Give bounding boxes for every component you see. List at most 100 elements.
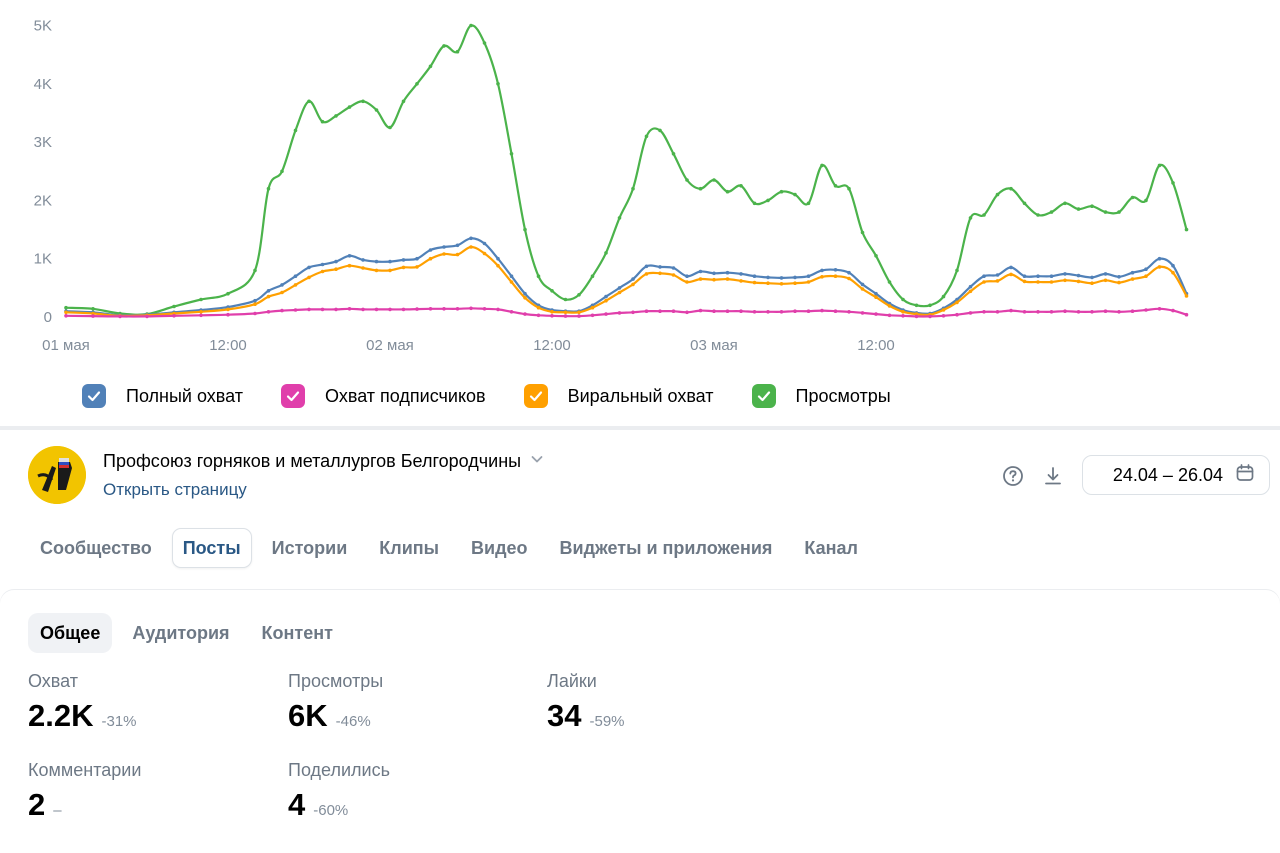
data-point bbox=[901, 297, 905, 302]
tab-clips[interactable]: Клипы bbox=[379, 538, 440, 558]
data-point bbox=[266, 310, 271, 314]
data-point bbox=[347, 307, 352, 311]
legend-item-views[interactable]: Просмотры bbox=[751, 384, 891, 408]
data-point bbox=[1090, 310, 1094, 314]
metric-label: Лайки bbox=[547, 671, 597, 691]
data-point bbox=[1144, 274, 1148, 279]
data-point bbox=[901, 310, 905, 314]
data-point bbox=[590, 274, 595, 279]
data-point bbox=[1090, 204, 1094, 208]
data-point bbox=[442, 245, 446, 249]
legend-label: Охват подписчиков bbox=[325, 385, 486, 406]
subtab-general[interactable]: Общее bbox=[28, 613, 113, 653]
data-point bbox=[995, 192, 1000, 197]
tab-video[interactable]: Видео bbox=[471, 538, 528, 558]
data-point bbox=[820, 275, 824, 279]
data-point bbox=[388, 125, 392, 130]
data-point bbox=[752, 280, 757, 285]
y-tick-label: 3K bbox=[34, 134, 52, 151]
community-name[interactable]: Профсоюз горняков и металлургов Белгород… bbox=[103, 451, 545, 472]
y-tick-label: 5K bbox=[34, 18, 52, 35]
data-point bbox=[1157, 163, 1162, 168]
subtab-audience[interactable]: Аудитория bbox=[132, 623, 230, 643]
y-axis-ticks: 0 1K 2K 3K 4K 5K bbox=[34, 18, 52, 327]
checkbox-icon[interactable] bbox=[751, 384, 776, 408]
data-point bbox=[91, 311, 95, 316]
section-divider bbox=[0, 426, 1280, 430]
data-point bbox=[253, 302, 257, 307]
data-point bbox=[64, 305, 68, 310]
data-point bbox=[523, 291, 527, 296]
subtab-content[interactable]: Контент bbox=[261, 623, 333, 643]
chevron-down-icon[interactable] bbox=[529, 451, 545, 472]
data-point bbox=[604, 312, 608, 316]
data-point bbox=[523, 227, 527, 232]
data-point bbox=[536, 305, 541, 310]
data-point bbox=[617, 311, 622, 315]
tab-community[interactable]: Сообщество bbox=[40, 538, 152, 558]
data-point bbox=[901, 314, 905, 318]
data-point bbox=[266, 186, 271, 191]
open-page-link[interactable]: Открыть страницу bbox=[103, 480, 247, 499]
data-point bbox=[293, 274, 298, 279]
data-point bbox=[199, 297, 203, 302]
data-point bbox=[550, 314, 554, 318]
data-point bbox=[658, 265, 662, 269]
checkbox-icon[interactable] bbox=[281, 384, 306, 408]
data-point bbox=[1171, 308, 1175, 313]
date-range-button[interactable]: 24.04 – 26.04 bbox=[1082, 455, 1270, 495]
x-tick-label: 01 мая bbox=[42, 337, 90, 354]
legend-item-subscribers-reach[interactable]: Охват подписчиков bbox=[281, 384, 486, 408]
data-point bbox=[428, 64, 433, 69]
data-point bbox=[968, 284, 973, 289]
data-point bbox=[145, 314, 149, 319]
data-point bbox=[860, 230, 865, 235]
legend-item-viral-reach[interactable]: Виральный охват bbox=[523, 384, 714, 408]
legend-label: Просмотры bbox=[795, 385, 891, 406]
data-point bbox=[577, 310, 581, 315]
data-point bbox=[347, 105, 352, 109]
data-point bbox=[1184, 227, 1189, 232]
data-point bbox=[334, 259, 338, 264]
data-point bbox=[995, 279, 1000, 283]
data-point bbox=[428, 248, 433, 252]
data-point bbox=[671, 266, 676, 270]
data-point bbox=[361, 307, 365, 312]
tab-stories[interactable]: Истории bbox=[271, 538, 348, 558]
data-point bbox=[968, 289, 973, 294]
data-point bbox=[698, 269, 703, 274]
checkbox-icon[interactable] bbox=[82, 384, 106, 408]
help-icon[interactable] bbox=[1001, 464, 1025, 488]
data-point bbox=[280, 169, 284, 174]
data-point bbox=[266, 289, 271, 293]
data-point bbox=[320, 269, 325, 274]
data-point bbox=[253, 268, 257, 273]
data-point bbox=[833, 184, 838, 188]
data-point bbox=[739, 272, 743, 276]
data-point bbox=[604, 298, 608, 303]
data-point bbox=[374, 268, 379, 273]
data-point bbox=[644, 134, 649, 139]
x-axis-ticks: 01 мая 12:00 02 мая 12:00 03 мая 12:00 bbox=[42, 337, 895, 354]
data-point bbox=[482, 41, 487, 45]
community-avatar[interactable] bbox=[28, 446, 86, 504]
data-point bbox=[887, 313, 892, 318]
data-point bbox=[1157, 256, 1162, 261]
data-point bbox=[1157, 307, 1162, 311]
data-point bbox=[725, 270, 730, 275]
download-icon[interactable] bbox=[1041, 464, 1065, 488]
data-point bbox=[617, 290, 622, 295]
data-point bbox=[1090, 281, 1094, 286]
tab-channel[interactable]: Канал bbox=[804, 538, 858, 558]
data-point bbox=[887, 304, 892, 308]
data-point bbox=[847, 310, 851, 314]
checkbox-icon[interactable] bbox=[523, 384, 548, 408]
tab-widgets-apps[interactable]: Виджеты и приложения bbox=[559, 538, 773, 558]
series-line bbox=[65, 24, 1188, 316]
data-point bbox=[752, 201, 757, 206]
tab-posts[interactable]: Посты bbox=[171, 528, 252, 568]
legend-item-full-reach[interactable]: Полный охват bbox=[82, 384, 243, 408]
data-point bbox=[577, 314, 581, 318]
data-point bbox=[1103, 278, 1108, 283]
metric-value: 34 bbox=[547, 698, 582, 733]
